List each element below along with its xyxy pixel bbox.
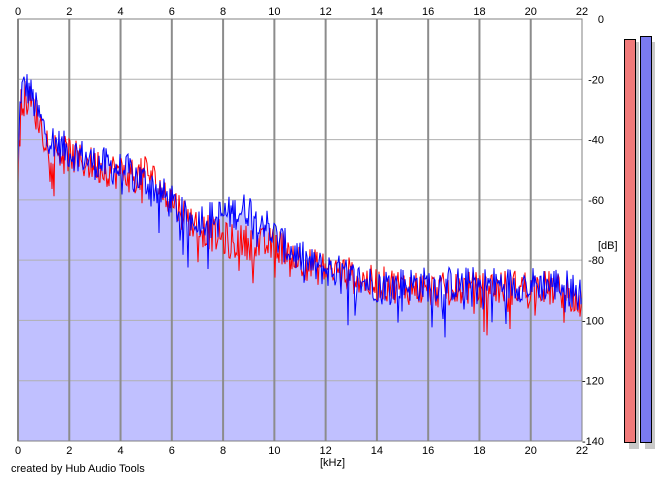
y-tick-label: -100 (582, 315, 604, 327)
x-tick-label-top: 16 (422, 6, 434, 18)
x-tick-label-top: 18 (473, 6, 485, 18)
x-tick-label-bottom: 6 (169, 445, 175, 457)
left-channel-meter (624, 39, 636, 443)
x-tick-label-top: 14 (371, 6, 383, 18)
x-tick-label-top: 4 (117, 6, 123, 18)
x-tick-label-bottom: 2 (66, 445, 72, 457)
plot-frame (17, 18, 583, 442)
y-tick-label: -80 (588, 255, 604, 267)
x-tick-label-top: 20 (525, 6, 537, 18)
y-tick-label: -20 (588, 74, 604, 86)
y-tick-label: -60 (588, 195, 604, 207)
y-tick-label: -40 (588, 135, 604, 147)
y-tick-label: -120 (582, 376, 604, 388)
y-axis-label: [dB] (598, 240, 618, 252)
x-tick-label-bottom: 16 (422, 445, 434, 457)
series-line-red (17, 80, 583, 336)
x-tick-label-bottom: 12 (320, 445, 332, 457)
x-tick-label-top: 10 (268, 6, 280, 18)
y-tick-label: -140 (582, 436, 604, 448)
x-tick-label-bottom: 22 (576, 445, 588, 457)
x-tick-label-top: 2 (66, 6, 72, 18)
x-tick-label-top: 12 (320, 6, 332, 18)
credit-text: created by Hub Audio Tools (11, 463, 145, 475)
x-tick-label-bottom: 10 (268, 445, 280, 457)
y-tick-label: 0 (598, 14, 604, 26)
x-tick-label-bottom: 14 (371, 445, 383, 457)
x-axis-label: [kHz] (320, 457, 346, 469)
x-tick-label-top: 0 (15, 6, 21, 18)
right-channel-meter (640, 36, 652, 443)
x-tick-label-bottom: 8 (220, 445, 226, 457)
x-tick-label-bottom: 18 (473, 445, 485, 457)
series-line-blue (17, 74, 583, 338)
x-tick-label-top: 8 (220, 6, 226, 18)
x-tick-label-bottom: 20 (525, 445, 537, 457)
x-tick-label-top: 22 (576, 6, 588, 18)
x-tick-label-bottom: 4 (117, 445, 123, 457)
x-tick-label-bottom: 0 (15, 445, 21, 457)
x-tick-label-top: 6 (169, 6, 175, 18)
